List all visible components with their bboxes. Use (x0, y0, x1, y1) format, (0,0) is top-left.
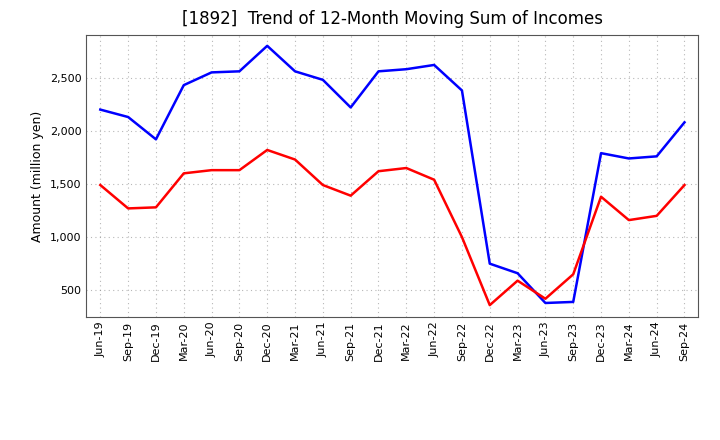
Net Income (430, 177, 438, 182)
Ordinary Income (597, 150, 606, 156)
Net Income (513, 278, 522, 283)
Net Income (152, 205, 161, 210)
Ordinary Income (624, 156, 633, 161)
Net Income (652, 213, 661, 219)
Ordinary Income (652, 154, 661, 159)
Ordinary Income (179, 83, 188, 88)
Ordinary Income (96, 107, 104, 112)
Net Income (124, 206, 132, 211)
Net Income (374, 169, 383, 174)
Net Income (318, 183, 327, 188)
Ordinary Income (680, 120, 689, 125)
Ordinary Income (485, 261, 494, 266)
Ordinary Income (430, 62, 438, 68)
Ordinary Income (152, 137, 161, 142)
Ordinary Income (318, 77, 327, 82)
Net Income (569, 271, 577, 277)
Ordinary Income (346, 105, 355, 110)
Net Income (458, 235, 467, 240)
Ordinary Income (291, 69, 300, 74)
Ordinary Income (374, 69, 383, 74)
Net Income (402, 165, 410, 171)
Net Income (263, 147, 271, 153)
Net Income (207, 168, 216, 173)
Ordinary Income (569, 299, 577, 304)
Line: Net Income: Net Income (100, 150, 685, 305)
Ordinary Income (124, 114, 132, 120)
Net Income (680, 183, 689, 188)
Net Income (541, 296, 550, 301)
Ordinary Income (513, 271, 522, 276)
Title: [1892]  Trend of 12-Month Moving Sum of Incomes: [1892] Trend of 12-Month Moving Sum of I… (182, 10, 603, 28)
Net Income (624, 217, 633, 223)
Ordinary Income (235, 69, 243, 74)
Line: Ordinary Income: Ordinary Income (100, 46, 685, 303)
Ordinary Income (458, 88, 467, 93)
Ordinary Income (207, 70, 216, 75)
Net Income (235, 168, 243, 173)
Net Income (597, 194, 606, 199)
Ordinary Income (402, 66, 410, 72)
Net Income (96, 183, 104, 188)
Ordinary Income (541, 301, 550, 306)
Net Income (485, 302, 494, 308)
Net Income (346, 193, 355, 198)
Ordinary Income (263, 43, 271, 48)
Net Income (291, 157, 300, 162)
Y-axis label: Amount (million yen): Amount (million yen) (32, 110, 45, 242)
Net Income (179, 171, 188, 176)
